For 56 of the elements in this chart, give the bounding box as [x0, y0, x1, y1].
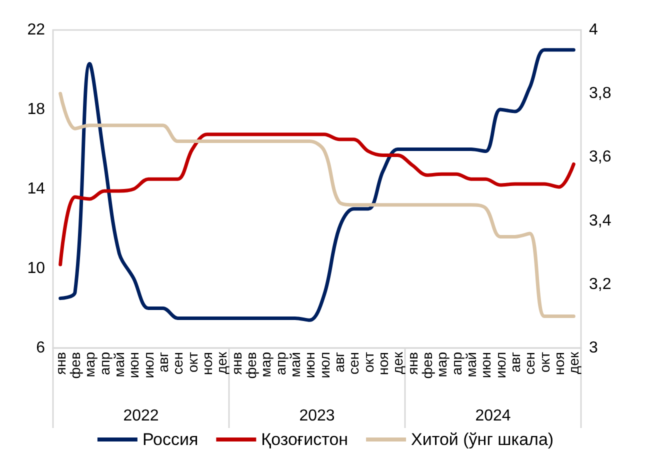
x-tick-label: апр [448, 352, 464, 376]
x-tick-label: мар [82, 352, 98, 378]
x-tick-label: янв [52, 352, 68, 375]
x-tick-label: дек [566, 351, 582, 374]
x-tick-label: мар [434, 352, 450, 378]
y-tick-label: 14 [27, 180, 46, 198]
x-tick-label: июл [316, 352, 332, 378]
x-tick-label: июн [478, 352, 494, 378]
x-tick-label: фев [419, 352, 435, 379]
line-series [58, 92, 576, 318]
x-tick-label: июл [140, 352, 156, 378]
x-tick-label: май [463, 352, 479, 378]
x-tick-label: ноя [551, 352, 567, 376]
x-tick-label: сен [170, 352, 186, 375]
y2-tick-label: 3,8 [589, 85, 612, 102]
y-tick-label: 10 [27, 260, 46, 277]
line-series [58, 132, 576, 266]
y-tick-label: 18 [27, 101, 46, 118]
y2-tick-label: 3,4 [589, 212, 612, 230]
y2-tick-label: 3 [589, 340, 598, 356]
x-tick-label: сен [346, 352, 362, 375]
y-tick-label: 22 [27, 22, 46, 38]
x-tick-label: апр [96, 352, 112, 376]
text: 2024 [475, 408, 511, 424]
x-tick-label: ноя [375, 352, 391, 376]
x-tick-label: дек [214, 351, 230, 374]
line-series [58, 48, 576, 322]
x-tick-label: фев [243, 352, 259, 379]
x-tick-label: янв [404, 352, 420, 375]
x-tick-label: авг [155, 352, 171, 372]
x-tick-label: мар [258, 352, 274, 378]
text: 2022 [123, 408, 159, 424]
y2-tick-label: 4 [589, 22, 598, 38]
x-tick-label: май [111, 352, 127, 378]
x-tick-label: фев [67, 352, 83, 379]
y2-tick-label: 3,6 [589, 148, 612, 166]
text: 2023 [299, 408, 335, 424]
x-tick-label: июн [302, 352, 318, 378]
x-tick-label: июн [126, 352, 142, 378]
legend-label: Россия [142, 430, 198, 449]
y-tick-label: 6 [36, 340, 46, 356]
x-tick-label: авг [331, 352, 347, 372]
x-tick-label: сен [522, 352, 538, 375]
x-tick-label: окт [184, 351, 200, 372]
legend-label: Хитой (ўнг шкала) [411, 430, 554, 449]
legend-label: Қозоғистон [261, 430, 348, 449]
x-tick-label: авг [507, 352, 523, 372]
x-tick-label: ноя [199, 352, 215, 376]
x-tick-label: дек [390, 351, 406, 374]
x-tick-label: окт [536, 351, 552, 372]
x-tick-label: июл [492, 352, 508, 378]
y2-tick-label: 3,2 [589, 276, 612, 293]
x-tick-label: май [287, 352, 303, 378]
x-tick-label: янв [228, 352, 244, 375]
x-tick-label: окт [360, 351, 376, 372]
x-tick-label: апр [272, 352, 288, 376]
